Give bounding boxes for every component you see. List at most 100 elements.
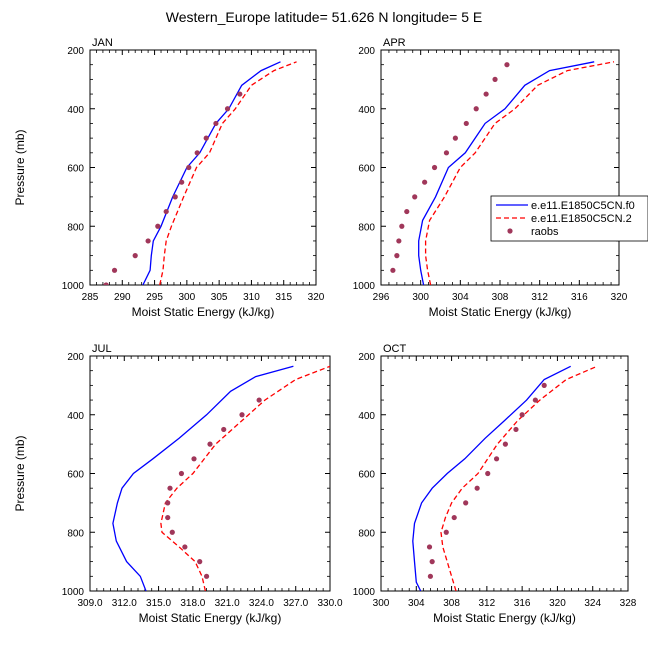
raobs-point (221, 426, 227, 433)
x-tick-label: 315.0 (146, 598, 171, 609)
legend-box (490, 195, 648, 242)
raobs-point (163, 208, 169, 215)
raobs-point (427, 573, 433, 579)
y-tick-label: 1000 (62, 587, 85, 598)
x-axis-label: Moist Static Energy (kJ/kg) (433, 611, 576, 625)
panel-jul: 309.0 312.0 315.0 318.0 321.0 324.0 327.0 330.0… (13, 343, 343, 625)
raobs-point (237, 91, 243, 97)
y-tick-label: 1000 (62, 281, 85, 292)
raobs-point (493, 456, 500, 462)
raobs-point (504, 62, 510, 68)
legend-label: e.e11.E1850C5CN.2 (531, 213, 632, 225)
raobs-point (224, 106, 231, 112)
x-tick-label: 309.0 (77, 598, 102, 609)
legend-label: raobs (531, 226, 559, 238)
raobs-point (396, 238, 402, 244)
raobs-point (474, 485, 480, 491)
raobs-point (197, 559, 203, 565)
raobs-point (492, 76, 498, 82)
raobs-point (111, 267, 118, 273)
x-tick-label: 290 (114, 292, 131, 303)
panel-oct: 300 304 308 312 316 320 324 328 200 400 600 800 1000… (353, 343, 637, 625)
y-tick-label: 600 (67, 470, 84, 481)
y-tick-label: 800 (67, 222, 84, 233)
plot-frame (380, 355, 629, 592)
series-group (412, 365, 598, 591)
raobs-point (502, 441, 508, 447)
y-tick-label: 800 (358, 528, 375, 539)
raobs-point (103, 282, 109, 285)
raobs-point (463, 120, 469, 127)
series-line-f0 (142, 61, 281, 285)
series-line-2 (424, 61, 615, 285)
raobs-point (165, 500, 171, 506)
series-line-f0 (112, 365, 294, 591)
raobs-point (399, 223, 405, 229)
series-line-2 (160, 365, 330, 591)
raobs-point (429, 559, 435, 565)
x-tick-label: 324.0 (249, 598, 274, 609)
raobs-point (463, 500, 469, 506)
x-tick-label: 316 (571, 292, 588, 303)
y-tick-label: 600 (358, 470, 375, 481)
x-tick-label: 285 (82, 292, 99, 303)
y-tick-label: 400 (67, 411, 84, 422)
raobs-point (443, 529, 449, 535)
y-tick-label: 400 (358, 105, 375, 116)
raobs-point (132, 253, 138, 259)
x-tick-label: 315 (275, 292, 292, 303)
x-tick-label: 312.0 (112, 598, 137, 609)
series-line-2 (159, 61, 297, 285)
x-axis-label: Moist Static Energy (kJ/kg) (429, 305, 572, 319)
raobs-point (451, 514, 457, 521)
raobs-point (256, 397, 262, 403)
raobs-point (194, 150, 200, 156)
x-tick-label: 300 (412, 292, 429, 303)
legend-label: e.e11.E1850C5CN.f0 (531, 200, 635, 212)
raobs-point (485, 470, 491, 477)
x-tick-label: 300 (179, 292, 196, 303)
series-group (390, 61, 615, 285)
series-group (103, 61, 297, 285)
series-line-f0 (418, 61, 595, 285)
y-tick-label: 1000 (353, 587, 376, 598)
raobs-point (207, 441, 213, 447)
x-tick-label: 330.0 (317, 598, 342, 609)
x-tick-label: 312 (479, 598, 496, 609)
x-tick-label: 328 (620, 598, 637, 609)
raobs-point (452, 135, 458, 141)
x-tick-label: 327.0 (283, 598, 308, 609)
y-tick-label: 200 (358, 46, 375, 57)
x-tick-label: 320 (611, 292, 628, 303)
raobs-point (167, 485, 173, 491)
x-tick-label: 308 (492, 292, 509, 303)
x-tick-label: 312 (531, 292, 548, 303)
x-tick-label: 295 (146, 292, 163, 303)
raobs-point (213, 120, 219, 127)
raobs-point (394, 253, 400, 259)
series-group (112, 365, 330, 591)
raobs-point (431, 164, 438, 171)
y-tick-label: 800 (358, 222, 375, 233)
y-tick-label: 600 (67, 164, 84, 175)
y-tick-label: 400 (358, 411, 375, 422)
raobs-point (186, 164, 192, 171)
y-tick-label: 800 (67, 528, 84, 539)
x-tick-label: 310 (243, 292, 260, 303)
panel-apr: 296 300 304 308 312 316 320 200 400 600 800 1000 APR… (353, 37, 628, 319)
raobs-point (541, 382, 547, 388)
raobs-point (412, 194, 418, 200)
raobs-point (182, 544, 188, 550)
raobs-point (172, 194, 178, 200)
plot-frame (89, 49, 317, 286)
raobs-point (145, 238, 151, 244)
raobs-point (390, 267, 396, 273)
raobs-point (155, 223, 161, 229)
raobs-point (426, 544, 433, 550)
y-tick-label: 400 (67, 105, 84, 116)
raobs-point (169, 529, 175, 535)
x-tick-label: 304 (408, 598, 425, 609)
y-tick-label: 200 (67, 352, 84, 363)
